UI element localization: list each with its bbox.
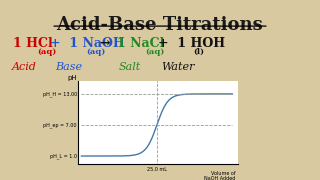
Text: 25.0 mL: 25.0 mL bbox=[147, 167, 167, 172]
Text: +  1 HOH: + 1 HOH bbox=[158, 37, 226, 50]
Text: Salt: Salt bbox=[118, 62, 141, 72]
Text: pH_H = 13.00: pH_H = 13.00 bbox=[43, 91, 77, 97]
Text: 1 HCl: 1 HCl bbox=[13, 37, 52, 50]
Text: (aq): (aq) bbox=[37, 48, 56, 56]
Text: +  1 NaOH: + 1 NaOH bbox=[50, 37, 124, 50]
Text: pH_L = 1.0: pH_L = 1.0 bbox=[50, 153, 77, 159]
Text: Volume of
NaOH Added: Volume of NaOH Added bbox=[204, 170, 236, 180]
Text: Base: Base bbox=[55, 62, 82, 72]
Text: (l): (l) bbox=[194, 48, 204, 56]
Text: Acid-Base Titrations: Acid-Base Titrations bbox=[57, 16, 263, 34]
Text: Water: Water bbox=[161, 62, 194, 72]
Text: (aq): (aq) bbox=[86, 48, 105, 56]
Text: 1 NaCl: 1 NaCl bbox=[117, 37, 164, 50]
Text: pH: pH bbox=[68, 75, 77, 81]
Text: (aq): (aq) bbox=[146, 48, 165, 56]
Text: Acid: Acid bbox=[12, 62, 36, 72]
Text: pH_ep = 7.00: pH_ep = 7.00 bbox=[44, 122, 77, 128]
Text: →: → bbox=[99, 37, 110, 50]
